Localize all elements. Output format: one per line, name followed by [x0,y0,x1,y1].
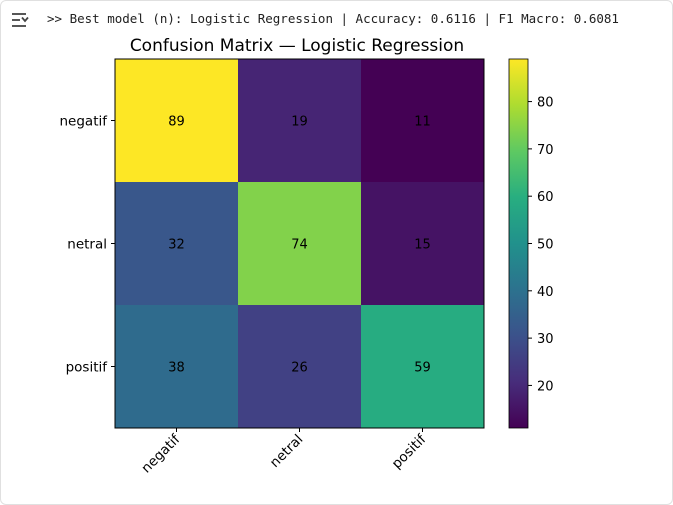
y-tick-label: negatif [59,114,108,130]
x-tick-label: positif [389,431,430,472]
cell-value-label: 19 [291,115,308,130]
y-tick-label: positif [66,360,109,376]
cell-value-label: 32 [168,238,185,253]
colorbar [508,58,529,429]
cell-value-label: 89 [168,115,185,130]
colorbar-tick-label: 80 [537,96,554,111]
cell-value-label: 11 [414,115,431,130]
colorbar-tick-label: 20 [537,379,554,394]
colorbar-tick-label: 50 [537,238,554,253]
output-log-line: >> Best model (n): Logistic Regression |… [47,11,619,26]
cell-value-label: 74 [291,238,308,253]
chart-title: Confusion Matrix — Logistic Regression [130,36,464,56]
matrix-cell [115,59,239,183]
y-tick-label: netral [67,237,107,253]
matrix-cell [361,182,485,306]
x-tick-label: netral [267,432,306,471]
cell-value-label: 38 [168,361,185,376]
collapse-output-icon[interactable] [10,10,34,30]
colorbar-tick-label: 40 [537,285,554,300]
matrix-cell [361,59,485,183]
cell-value-label: 26 [291,361,308,376]
colorbar-tick-label: 60 [537,190,554,205]
cell-value-label: 59 [414,361,431,376]
colorbar-tick-label: 30 [537,332,554,347]
matrix-cell [238,182,362,306]
matrix-cell [115,305,239,429]
matrix-cell [238,305,362,429]
matrix-cell [361,305,485,429]
x-tick-label: negatif [138,431,184,477]
matrix-cell [238,59,362,183]
colorbar-tick-label: 70 [537,143,554,158]
matrix-cell [115,182,239,306]
cell-value-label: 15 [414,238,431,253]
